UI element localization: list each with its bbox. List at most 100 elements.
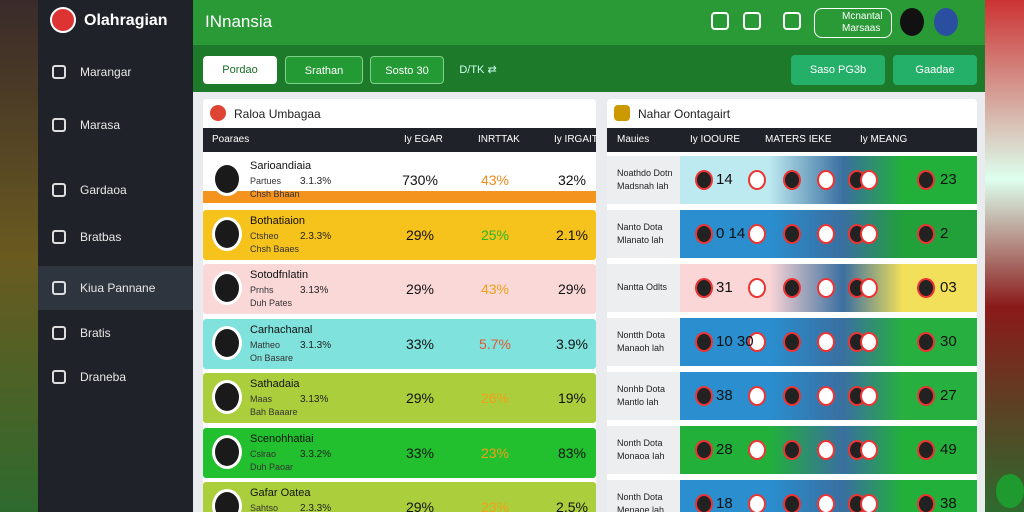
team-name: Carhachanal [250,323,313,336]
toolbar-button[interactable]: Sosto 30 [370,56,444,84]
team-badge [860,440,878,460]
nav-icon [52,370,66,384]
nav-item[interactable]: Bratis [80,326,111,340]
table-row[interactable] [203,427,596,478]
table-row[interactable] [203,209,596,260]
cell-value: 14 [716,171,733,188]
header-icon[interactable] [743,12,761,30]
stat-value: 29% [405,226,435,243]
nav-item[interactable]: Gardaoa [80,183,127,197]
cell-value: 27 [940,387,957,404]
team-sub: On Basare [250,352,294,363]
account-box[interactable] [814,8,892,38]
cell-value: 10 30 [716,333,754,350]
team-name: Bothatiaion [250,214,306,227]
nav-item[interactable]: Marangar [80,65,132,79]
header-icon[interactable] [711,12,729,30]
team-badge [917,278,935,298]
logo-icon [50,7,76,33]
column-header: Iy MEANG [860,134,908,145]
nav-item[interactable]: Draneba [80,370,127,384]
stat-value: 3.9% [556,335,588,352]
team-logo [212,489,242,512]
stat-value: 26% [480,390,510,406]
nav-item[interactable]: Marasa [80,118,121,132]
toolbar-button[interactable]: Pordao [203,56,277,84]
row-label: Nontth Dota [617,330,666,340]
team-logo [212,271,242,305]
table-row[interactable] [607,210,680,258]
toolbar-button[interactable]: Saso PG3b [791,55,885,85]
team-badge [860,170,878,190]
nav-icon [52,281,66,295]
row-label: Mlanato lah [617,235,664,245]
team-logo [212,325,242,360]
cell-value: 23 [940,171,957,188]
table-row[interactable] [203,264,596,314]
row-label: Manaoh lah [617,343,665,353]
nav-item[interactable]: Bratbas [80,230,122,244]
nav-item[interactable]: Kiua Pannane [80,281,156,295]
table-row[interactable] [607,372,680,420]
panel-title: Nahar Oontagairt [638,107,731,121]
column-header: Iy EGAR [404,134,443,145]
team-badge [860,494,878,512]
nav-icon [52,326,66,340]
team-name: Sotodfnlatin [250,269,309,281]
table-row[interactable] [607,156,680,204]
team-badge [748,440,766,460]
team-name: Sathadaia [250,378,300,390]
cell-value: 18 [716,495,733,512]
stat-value: 33% [405,444,435,461]
team-badge [860,386,878,406]
table-row[interactable] [607,426,680,474]
column-header: MATERS IEKE [765,134,832,145]
stat-value: 2.1% [556,226,588,243]
table-header [607,128,977,152]
team-badge [817,440,835,460]
fab[interactable] [996,474,1024,508]
toolbar-button[interactable]: Srathan [285,56,363,84]
team-badge [748,170,766,190]
team-badge [695,332,713,352]
team-badge [695,278,713,298]
cell-value: 38 [940,495,957,512]
row-label: Noathdo Dotn [617,168,673,178]
team-badge [783,170,801,190]
table-row[interactable] [607,480,680,512]
row-label: Menaoe lah [617,505,665,512]
table-row[interactable] [203,482,596,512]
row-label: Mantlo lah [617,397,659,407]
toolbar-button[interactable]: Gaadae [893,55,977,85]
table-row[interactable] [607,318,680,366]
team-sub: Duh Pates [250,298,293,308]
table-row[interactable] [203,318,596,369]
team-badge [695,170,713,190]
column-header: INRTTAK [478,134,520,145]
cell-value: 03 [940,279,957,296]
table-row[interactable] [203,373,596,423]
team-badge [860,278,878,298]
table-row[interactable] [607,264,680,312]
team-pct: 3.3.2% [300,448,332,460]
team-badge [783,224,801,244]
row-label: Nonth Dota [617,438,663,448]
header-icon[interactable] [783,12,801,30]
team-badge [917,332,935,352]
team-badge [917,494,935,512]
nav-icon [52,65,66,79]
stat-value: 83% [557,444,587,461]
toolbar-button[interactable]: D/TK ⇄ [459,64,497,76]
avatar [934,8,958,36]
table-header [203,128,596,152]
team-pct: 2.3.3% [300,230,332,242]
team-pct: 3.1.3% [300,339,332,351]
team-logo [212,380,242,414]
background-right [985,0,1024,512]
row-label: Madsnah lah [617,181,669,191]
stat-value: 23% [480,444,510,461]
cell-value: 30 [940,333,957,350]
team-sub: Chsh Baaes [250,243,300,254]
team-logo [212,216,242,251]
sidebar [38,0,193,512]
